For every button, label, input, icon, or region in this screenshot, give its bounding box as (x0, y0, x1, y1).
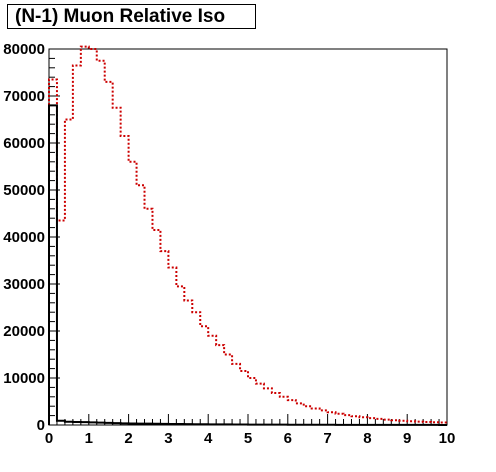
y-tick-label: 0 (37, 417, 45, 434)
x-tick-label: 4 (204, 430, 213, 447)
y-tick-label: 60000 (3, 135, 45, 152)
y-tick-labels: 0 10000 20000 30000 40000 50000 60000 70000 8000… (3, 41, 45, 434)
y-tick-label: 20000 (3, 323, 45, 340)
x-tick-label: 6 (284, 430, 292, 447)
chart-title: (N-1) Muon Relative Iso (7, 4, 256, 29)
x-tick-label: 2 (124, 430, 132, 447)
series-line-0 (48, 45, 447, 425)
x-tick-label: 8 (363, 430, 371, 447)
plot-frame (48, 48, 448, 426)
series-line-1 (48, 104, 447, 426)
x-tick-label: 5 (244, 430, 252, 447)
y-tick-label: 10000 (3, 370, 45, 387)
x-tick-label: 10 (439, 430, 456, 447)
axis-ticks (48, 48, 448, 426)
x-tick-label: 1 (85, 430, 93, 447)
y-tick-label: 70000 (3, 88, 45, 105)
x-tick-label: 0 (45, 430, 53, 447)
y-tick-label: 80000 (3, 41, 45, 58)
y-tick-label: 40000 (3, 229, 45, 246)
series-layer (48, 45, 447, 426)
y-tick-label: 50000 (3, 182, 45, 199)
x-tick-labels: 0 1 2 3 4 5 6 7 8 9 10 (45, 430, 456, 447)
x-tick-label: 9 (403, 430, 411, 447)
x-tick-label: 7 (323, 430, 331, 447)
y-tick-label: 30000 (3, 276, 45, 293)
x-tick-label: 3 (164, 430, 172, 447)
